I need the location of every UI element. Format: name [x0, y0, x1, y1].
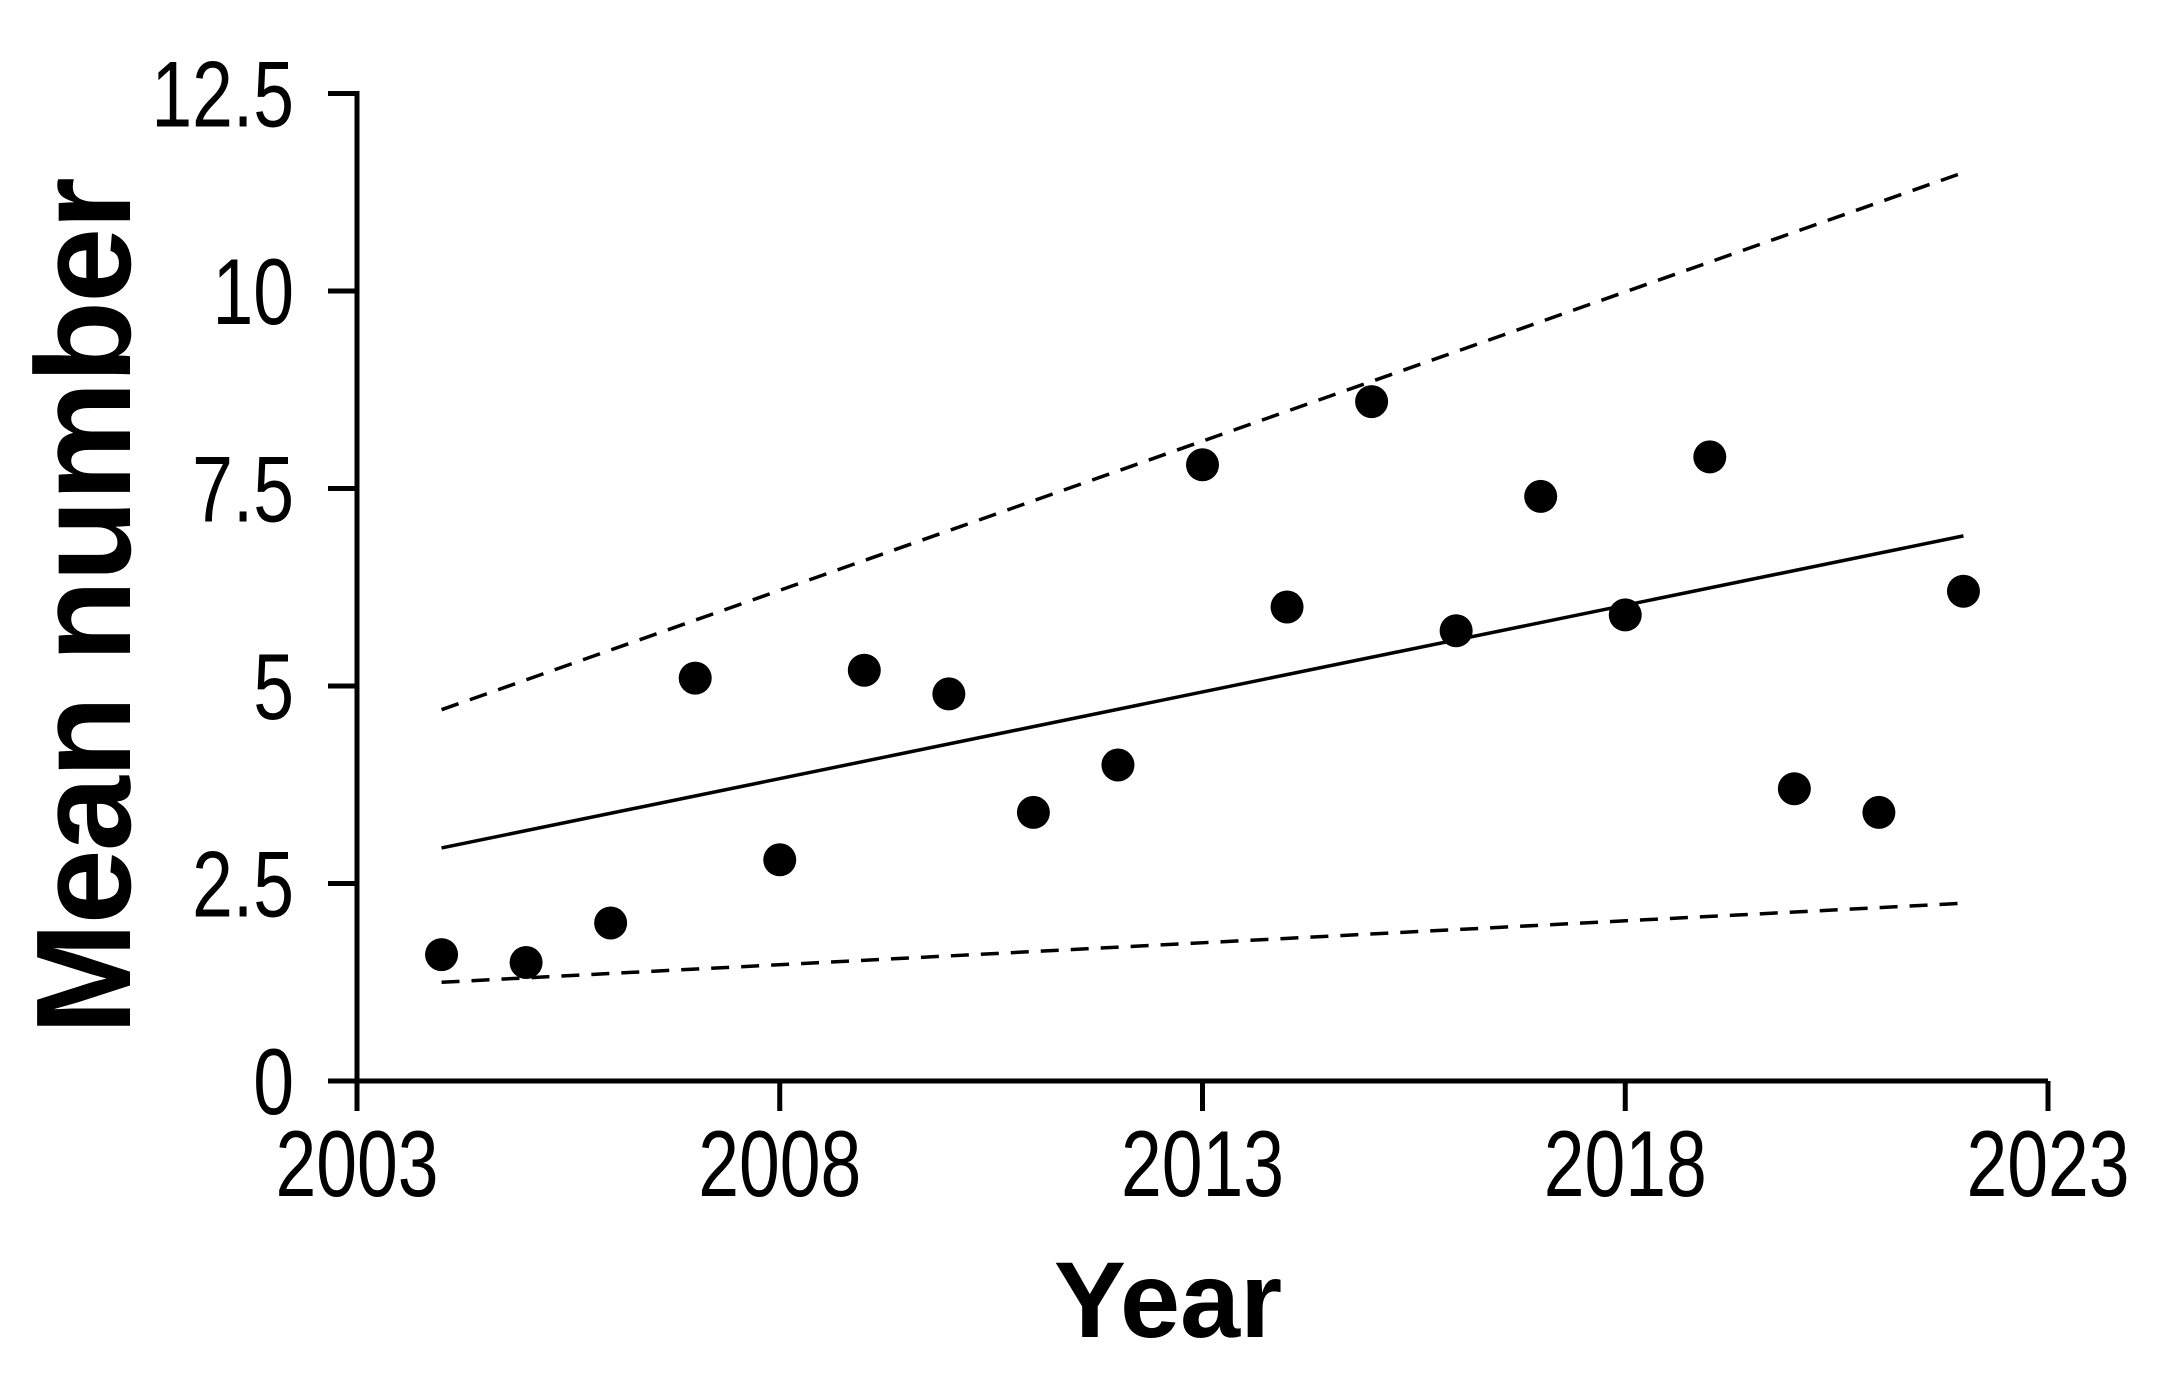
- y-tick-label: 10: [212, 239, 294, 344]
- y-tick-label: 2.5: [192, 832, 294, 937]
- x-tick-label: 2018: [1544, 1111, 1707, 1216]
- data-point: [425, 938, 459, 972]
- data-point: [763, 843, 797, 877]
- data-point: [932, 677, 966, 711]
- data-point: [1439, 614, 1473, 648]
- series-layer: [440, 170, 1965, 984]
- x-tick-label: 2003: [275, 1111, 438, 1216]
- x-tick-label: 2008: [698, 1111, 861, 1216]
- data-point: [1186, 448, 1219, 482]
- data-point: [1270, 590, 1304, 624]
- x-tick-label: 2023: [1966, 1111, 2129, 1216]
- upper-confidence-limit-line: [440, 170, 1965, 712]
- data-point: [594, 906, 628, 940]
- data-point: [1777, 772, 1811, 806]
- data-point: [509, 946, 543, 979]
- y-tick-label: 12.5: [151, 42, 294, 147]
- y-tick-label: 0: [253, 1029, 294, 1134]
- data-point: [1862, 795, 1896, 829]
- x-tick-label: 2013: [1121, 1111, 1284, 1216]
- axes: 0 2.5 5 7.5 10 12.5 2003 2008 2013 2018 2023: [151, 42, 2129, 1216]
- lower-confidence-limit-line: [441, 901, 1964, 984]
- y-axis-title: Mean number: [8, 179, 159, 1035]
- data-points-layer: [425, 385, 1980, 979]
- x-axis-title: Year: [1054, 1239, 1282, 1360]
- data-point: [1524, 479, 1558, 513]
- data-point: [1608, 598, 1642, 632]
- data-point: [1101, 748, 1135, 782]
- data-point: [1355, 385, 1389, 419]
- y-tick-label: 7.5: [192, 437, 294, 542]
- data-point: [847, 653, 881, 687]
- y-tick-label: 5: [253, 634, 294, 739]
- fitted-trend-line-line: [441, 534, 1964, 850]
- data-point: [1016, 795, 1050, 829]
- data-point: [678, 661, 712, 695]
- data-point: [1693, 440, 1727, 474]
- data-point: [1946, 574, 1980, 608]
